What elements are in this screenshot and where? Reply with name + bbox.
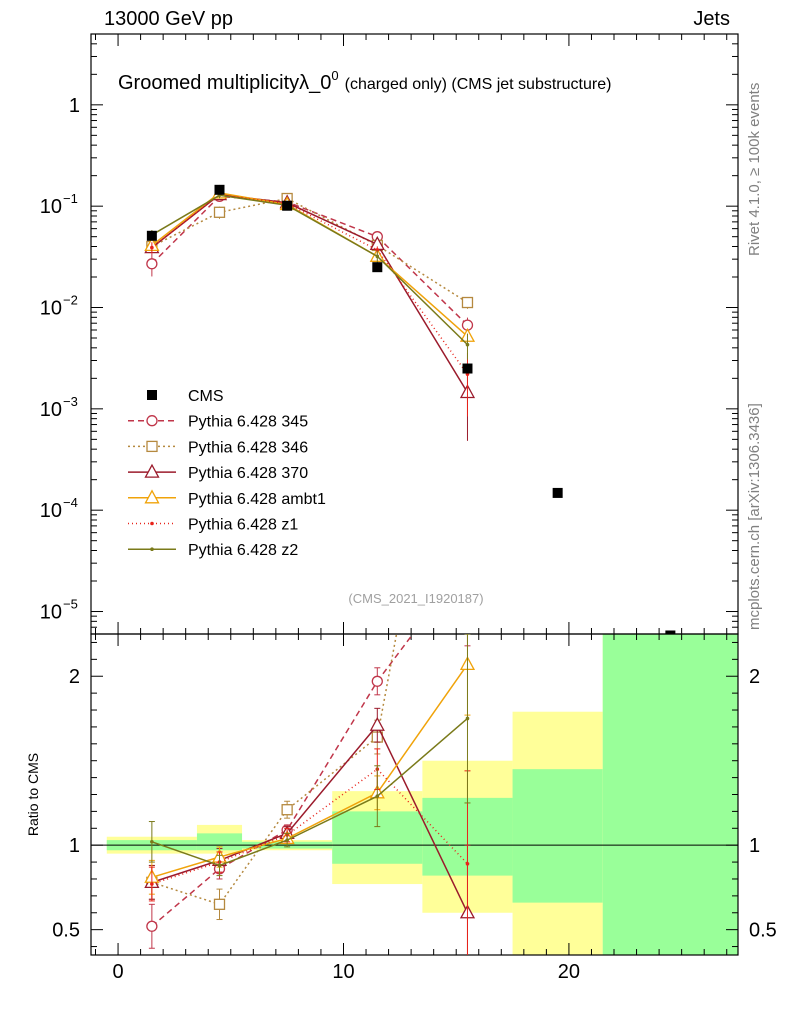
main-y-tick-label: 10 bbox=[40, 298, 62, 320]
series-point-4 bbox=[375, 248, 380, 252]
mcplots-label: mcplots.cern.ch [arXiv:1306.3436] bbox=[746, 403, 763, 630]
legend-marker-3 bbox=[144, 489, 160, 504]
header-right-label: Jets bbox=[693, 8, 730, 30]
ratio-y-tick-label: 1 bbox=[69, 835, 80, 857]
x-tick-label: 10 bbox=[332, 961, 354, 983]
main-y-tick-exponent: −2 bbox=[63, 293, 78, 308]
series-line-1 bbox=[151, 197, 468, 304]
series-line-5 bbox=[151, 194, 469, 346]
main-y-tick-label: 10 bbox=[40, 399, 62, 421]
cms-data-point bbox=[214, 184, 225, 195]
legend-marker-1 bbox=[146, 440, 158, 453]
main-y-tick-label: 10 bbox=[40, 196, 62, 218]
legend-label-5: Pythia 6.428 z2 bbox=[188, 542, 298, 559]
band-green-1 bbox=[196, 833, 243, 851]
ratio-point-0 bbox=[146, 920, 158, 932]
band-green-5 bbox=[512, 769, 603, 903]
main-y-tick-label: 1 bbox=[69, 95, 80, 117]
ratio-point-5 bbox=[285, 838, 289, 842]
series-point-0 bbox=[146, 258, 158, 270]
ratio-point-0 bbox=[371, 675, 383, 687]
analysis-watermark: (CMS_2021_I1920187) bbox=[348, 591, 483, 606]
legend-label-4: Pythia 6.428 z1 bbox=[188, 517, 298, 534]
legend-marker-2 bbox=[144, 463, 160, 478]
ratio-point-2 bbox=[369, 716, 385, 731]
legend-marker-5 bbox=[150, 547, 154, 551]
ratio-point-0 bbox=[462, 556, 472, 566]
x-tick-label: 0 bbox=[112, 961, 123, 983]
rivet-version-label: Rivet 4.1.0, ≥ 100k events bbox=[746, 82, 763, 256]
legend-label-2: Pythia 6.428 370 bbox=[188, 465, 308, 482]
cms-data-point bbox=[462, 363, 473, 374]
ratio-point-5 bbox=[150, 840, 154, 844]
ratio-series bbox=[144, 249, 476, 955]
series-line-4 bbox=[151, 193, 469, 375]
ratio-bands bbox=[106, 634, 738, 955]
ratio-point-1 bbox=[462, 249, 472, 259]
band-green-6 bbox=[602, 634, 738, 955]
main-y-tick-exponent: −3 bbox=[63, 394, 78, 409]
ratio-y-tick-label: 0.5 bbox=[52, 920, 80, 942]
ratio-y-axis-label: Ratio to CMS bbox=[25, 753, 41, 836]
series-point-1 bbox=[213, 206, 226, 218]
main-y-tick-label: 10 bbox=[40, 500, 62, 522]
ratio-point-1 bbox=[213, 898, 226, 910]
x-tick-label: 20 bbox=[558, 961, 580, 983]
ratio-line-0 bbox=[151, 634, 414, 927]
cms-data-point bbox=[282, 200, 293, 211]
chart-title: Groomed multiplicityλ_00(charged only) (… bbox=[118, 68, 611, 94]
ratio-y-tick-label-right: 1 bbox=[749, 835, 760, 857]
main-y-tick-exponent: −4 bbox=[63, 495, 78, 510]
ratio-point-1 bbox=[281, 804, 293, 816]
ratio-point-5 bbox=[217, 863, 222, 868]
header-left-label: 13000 GeV pp bbox=[104, 8, 233, 30]
ratio-y-tick-label-right: 0.5 bbox=[749, 920, 777, 942]
series-point-5 bbox=[375, 254, 380, 259]
legend-label-1: Pythia 6.428 346 bbox=[188, 439, 308, 456]
cms-data-point bbox=[552, 487, 563, 498]
ratio-y-tick-label-right: 2 bbox=[749, 666, 760, 688]
legend-label-3: Pythia 6.428 ambt1 bbox=[188, 491, 326, 508]
ratio-point-5 bbox=[375, 794, 380, 798]
main-y-tick-label: 10 bbox=[40, 602, 62, 624]
series-point-5 bbox=[465, 342, 470, 347]
cms-data-point bbox=[665, 630, 676, 634]
ratio-point-5 bbox=[465, 716, 470, 721]
series-point-1 bbox=[461, 296, 474, 309]
cms-data-point bbox=[146, 230, 157, 241]
legend-label-cms: CMS bbox=[188, 388, 224, 405]
main-y-tick-exponent: −5 bbox=[63, 597, 78, 612]
cms-data-point bbox=[372, 262, 383, 273]
main-y-tick-exponent: −1 bbox=[63, 191, 78, 206]
series-point-4 bbox=[150, 245, 154, 250]
ratio-point-4 bbox=[465, 861, 470, 866]
main-series bbox=[144, 184, 676, 634]
ratio-point-4 bbox=[150, 882, 154, 886]
ratio-y-tick-label: 2 bbox=[69, 666, 80, 688]
legend-marker-0 bbox=[146, 415, 158, 427]
legend-marker-cms bbox=[147, 390, 157, 400]
legend-label-0: Pythia 6.428 345 bbox=[188, 414, 308, 431]
series-line-0 bbox=[151, 195, 469, 326]
legend-marker-4 bbox=[150, 521, 154, 526]
